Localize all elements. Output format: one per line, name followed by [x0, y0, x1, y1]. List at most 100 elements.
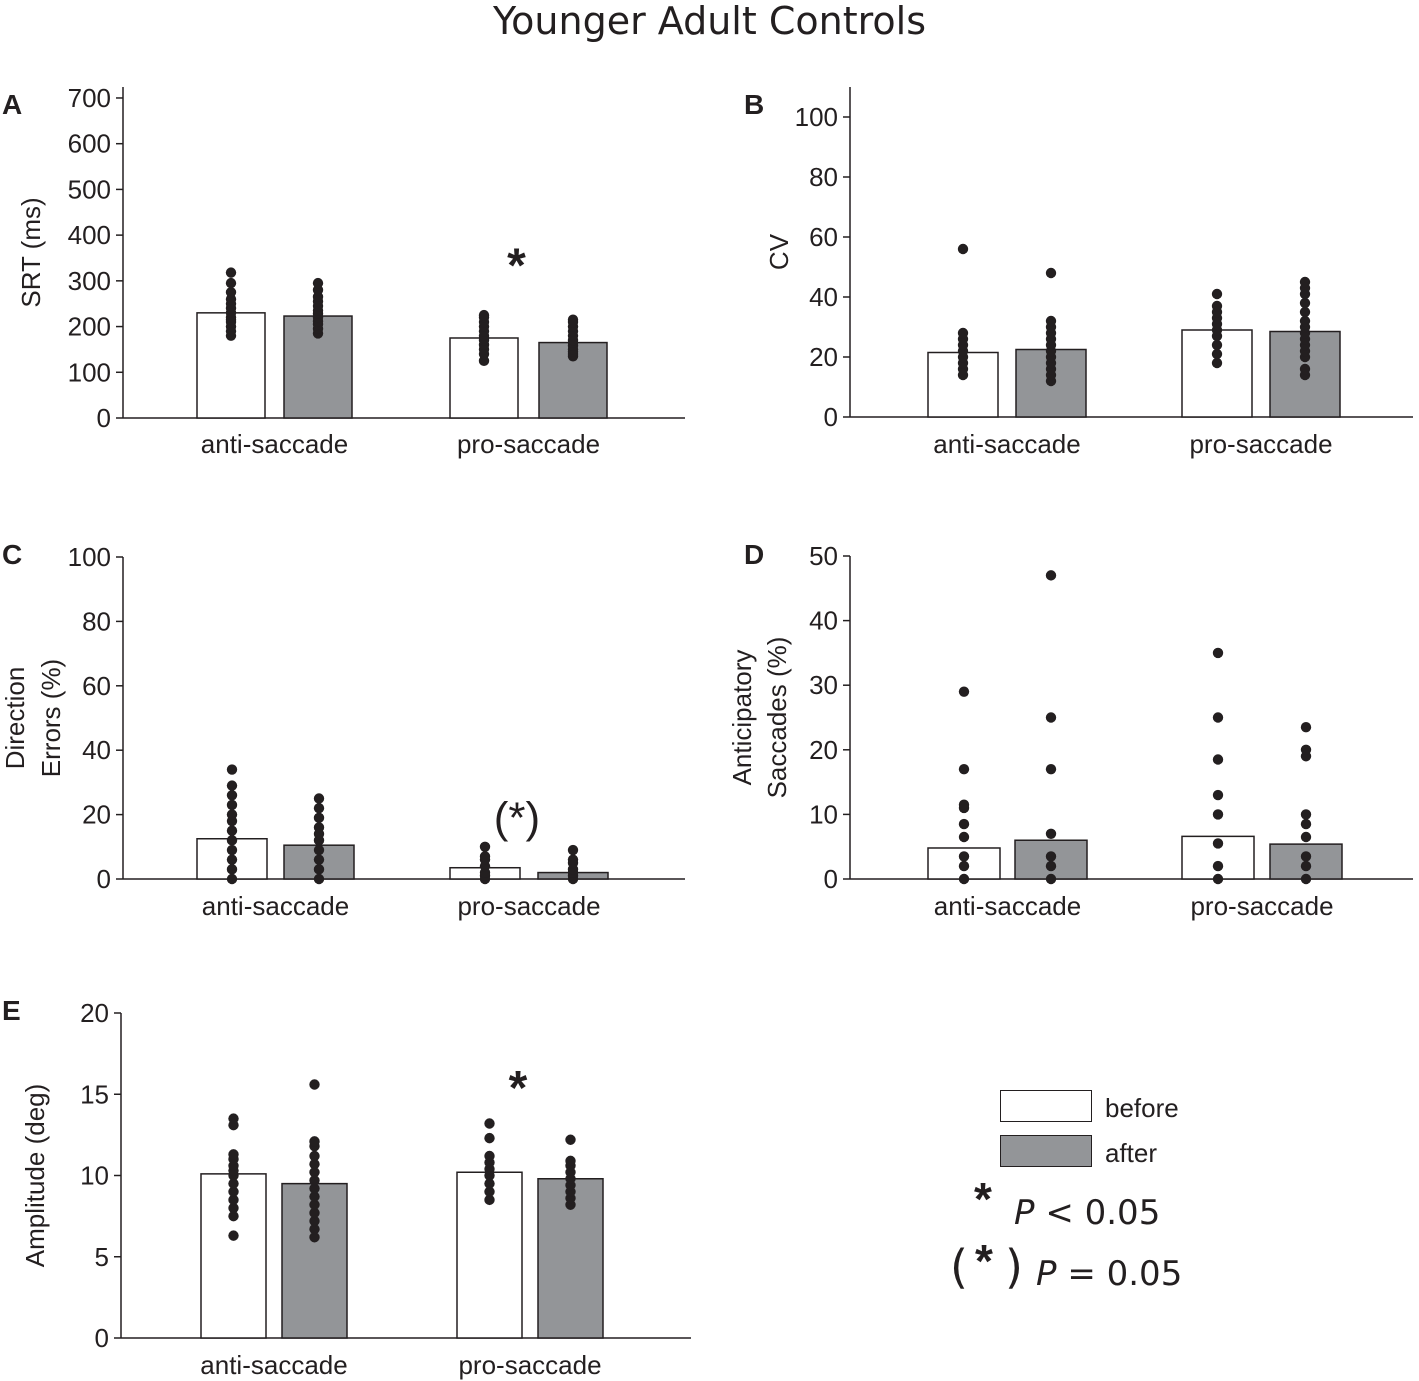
panel-d-data-point — [1300, 809, 1312, 820]
panel-c-data-point — [226, 854, 238, 865]
panel-d-data-point — [1212, 873, 1224, 885]
panel-e-data-point — [228, 1210, 239, 1222]
p-italic-2: P — [1036, 1254, 1057, 1294]
panel-e-data-point — [484, 1186, 495, 1197]
panel-a-y-tick-label: 700 — [68, 83, 111, 113]
panel-d-y-tick-label: 0 — [824, 864, 838, 894]
panel-d-y-tick-label: 30 — [809, 670, 838, 700]
panel-e-y-tick-label: 20 — [80, 998, 109, 1028]
panel-label-e: E — [2, 995, 21, 1026]
panel-c-data-point — [567, 844, 579, 856]
panel-e-data-point — [309, 1223, 320, 1235]
panel-e-y-tick-label: 15 — [80, 1079, 109, 1109]
panel-d-category-label: anti-saccade — [934, 891, 1081, 921]
panel-d-data-point — [1045, 873, 1057, 885]
panel-b-y-tick-label: 20 — [809, 342, 838, 372]
panel-d-data-point — [958, 873, 970, 885]
panel-b-y-tick-label: 0 — [824, 402, 838, 432]
sig-paren-close: ) — [1005, 1240, 1023, 1294]
panel-e-data-point — [228, 1230, 239, 1241]
panel-c-data-point — [313, 812, 325, 824]
panel-e-data-point — [309, 1191, 320, 1202]
panel-d-data-point — [1212, 860, 1224, 872]
panel-d-data-point — [1300, 744, 1312, 755]
panel-a-category-label: pro-saccade — [457, 429, 600, 459]
panel-e-data-point — [309, 1232, 320, 1243]
panel-d-y-tick-label: 10 — [809, 799, 838, 829]
panel-c-data-point — [313, 793, 325, 804]
panel-a-y-tick-label: 600 — [68, 129, 111, 159]
panel-e-bar-after-anti — [281, 1182, 348, 1339]
panel-b-data-point — [1211, 357, 1223, 369]
panel-c-data-point — [226, 873, 238, 885]
panel-d-data-point — [1045, 763, 1057, 775]
legend-before-label: before — [1105, 1093, 1179, 1123]
panel-d-data-point — [1212, 789, 1224, 801]
panel-e-data-point — [228, 1178, 239, 1189]
panel-a-data-point — [478, 309, 490, 321]
panel-c-category-label: pro-saccade — [457, 891, 600, 921]
p-equal-value: = 0.05 — [1056, 1254, 1183, 1294]
panel-d-data-point — [1300, 831, 1312, 843]
panel-b-data-point — [1299, 276, 1311, 288]
panel-e-significance-marker: * — [509, 1062, 528, 1115]
panel-e-category-label: anti-saccade — [200, 1350, 347, 1380]
legend-after-swatch — [1000, 1135, 1092, 1167]
panel-a-y-tick-label: 100 — [68, 357, 111, 387]
panel-a-data-point — [225, 267, 237, 278]
panel-e-data-point — [309, 1183, 320, 1194]
panel-c-data-point — [226, 825, 238, 836]
panel-b-data-point — [1211, 288, 1223, 300]
panel-a-y-tick-label: 0 — [97, 403, 111, 433]
panel-label-d: D — [744, 539, 765, 570]
panel-c-significance-marker: (*) — [494, 794, 540, 843]
panel-b-data-point — [1211, 339, 1223, 351]
panel-e-data-point — [228, 1194, 239, 1206]
panel-d-data-point — [1212, 754, 1224, 765]
panel-a-significance-marker: * — [507, 239, 526, 292]
panel-c-y-axis-label: Direction — [0, 667, 30, 770]
panel-e-data-point — [309, 1215, 320, 1227]
panel-a-y-tick-label: 300 — [68, 266, 111, 296]
panel-b-data-point — [1299, 306, 1311, 318]
panel-b-y-tick-label: 60 — [809, 222, 838, 252]
panel-a-y-axis-label: SRT (ms) — [16, 197, 46, 307]
panel-b-category-label: pro-saccade — [1189, 429, 1332, 459]
panel-d-data-point — [1300, 818, 1312, 830]
panel-e-data-point — [484, 1118, 495, 1129]
panel-c-data-point — [313, 802, 325, 814]
panel-d-data-point — [958, 831, 970, 843]
legend-after-label: after — [1105, 1138, 1158, 1168]
panel-d-data-point — [958, 860, 970, 872]
panel-d-data-point — [958, 763, 970, 775]
panel-e-category-label: pro-saccade — [458, 1350, 601, 1380]
panel-label-b: B — [744, 89, 765, 120]
panel-d-y-tick-label: 50 — [809, 541, 838, 571]
panel-c-data-point — [226, 790, 238, 801]
panel-c-y-tick-label: 100 — [68, 542, 111, 572]
panel-b-data-point — [957, 243, 969, 255]
panel-b-y-tick-label: 100 — [795, 102, 838, 132]
panel-c-data-point — [479, 851, 491, 862]
panel-b-data-point — [1045, 267, 1057, 279]
sig-paren-open: ( — [950, 1240, 968, 1294]
panel-e-y-tick-label: 5 — [95, 1242, 109, 1272]
panel-c-y-tick-label: 40 — [82, 735, 111, 765]
panel-c-data-point — [226, 864, 238, 875]
panel-label-a: A — [2, 89, 23, 120]
panel-e-y-tick-label: 0 — [95, 1323, 109, 1353]
panel-c-data-point — [226, 835, 238, 846]
panel-c-data-point — [479, 841, 491, 852]
panel-d-data-point — [1212, 712, 1224, 723]
panel-e-y-tick-label: 10 — [80, 1161, 109, 1191]
figure-title: Younger Adult Controls — [492, 0, 926, 43]
panel-d-data-point — [1045, 712, 1057, 723]
sig-p-equal-text: P = 0.05 — [1036, 1254, 1182, 1294]
panel-e-data-point — [484, 1132, 495, 1144]
panel-d-data-point — [1212, 838, 1224, 849]
panel-d-data-point — [958, 799, 970, 810]
p-italic: P — [1014, 1193, 1035, 1233]
panel-c-y-tick-label: 0 — [97, 864, 111, 894]
panel-c-data-point — [313, 844, 325, 856]
panel-c-data-point — [226, 844, 238, 856]
